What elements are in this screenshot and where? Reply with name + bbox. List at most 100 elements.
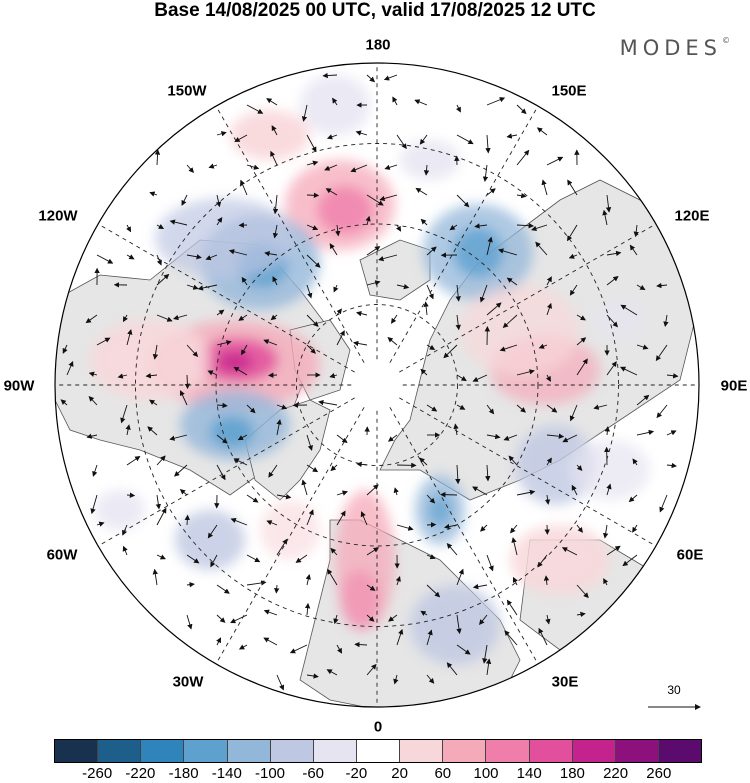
wind-vector xyxy=(606,314,618,328)
meridian-line xyxy=(399,397,657,547)
wind-vector xyxy=(156,507,167,526)
wind-vector xyxy=(126,329,133,346)
meridian-line xyxy=(389,105,539,363)
wind-vector xyxy=(482,644,488,664)
wind-vector xyxy=(543,575,550,586)
colorbar-tick-label: -20 xyxy=(345,765,368,782)
colorbar-tick-label: -140 xyxy=(211,765,242,782)
colorbar-swatch xyxy=(486,740,530,762)
wind-vector xyxy=(395,575,401,586)
anomaly-contour xyxy=(410,585,500,665)
wind-vector xyxy=(268,464,278,478)
wind-vector xyxy=(622,554,638,567)
wind-vector xyxy=(420,368,428,376)
wind-vector xyxy=(567,179,578,196)
wind-vector xyxy=(353,340,368,347)
wind-vector xyxy=(516,149,530,166)
anomaly-contour xyxy=(400,140,460,180)
wind-vector xyxy=(562,434,578,443)
wind-vector xyxy=(295,554,308,563)
wind-vector xyxy=(593,404,608,410)
wind-vector xyxy=(506,599,518,616)
wind-vector xyxy=(516,222,534,229)
colorbar-tick-label: 60 xyxy=(434,765,452,782)
colorbar-tick-label: 140 xyxy=(516,765,542,782)
latitude-circle xyxy=(296,304,458,466)
wind-vector xyxy=(479,614,488,626)
wind-vector xyxy=(306,314,319,327)
wind-vector xyxy=(604,426,611,436)
wind-vector xyxy=(126,492,136,498)
wind-vector xyxy=(538,627,548,646)
wind-vector xyxy=(663,314,669,327)
wind-vector xyxy=(117,373,128,379)
wind-vector xyxy=(423,164,430,176)
wind-vector xyxy=(531,224,548,232)
wind-vector xyxy=(420,610,428,616)
wind-vector xyxy=(516,369,535,376)
colorbar-swatch xyxy=(313,740,357,762)
wind-vector xyxy=(216,216,223,226)
meridian-line xyxy=(215,105,365,363)
wind-vector xyxy=(636,394,650,406)
wind-vector xyxy=(336,510,346,526)
wind-vector xyxy=(449,224,458,231)
wind-vector xyxy=(456,614,462,635)
wind-vector xyxy=(666,373,679,379)
wind-vector xyxy=(215,194,222,208)
wind-vector xyxy=(86,433,98,439)
wind-vector xyxy=(335,224,341,237)
wind-vector xyxy=(216,584,230,594)
wind-vector xyxy=(336,330,345,346)
wind-vector xyxy=(456,194,470,208)
wind-vector xyxy=(333,614,339,625)
wind-vector xyxy=(366,547,380,556)
wind-vector xyxy=(390,314,398,324)
meridian-line xyxy=(97,223,355,373)
wind-vector xyxy=(186,581,195,588)
wind-vector xyxy=(60,399,68,406)
wind-vector xyxy=(234,134,248,143)
brand-mark: © xyxy=(722,36,730,45)
wind-vector xyxy=(392,96,398,106)
wind-vector xyxy=(486,433,501,440)
wind-vector xyxy=(506,133,518,139)
wind-vector xyxy=(360,511,368,526)
wind-vector xyxy=(271,125,278,136)
wind-vector xyxy=(443,344,458,359)
wind-vector xyxy=(419,134,428,145)
wind-vector xyxy=(602,209,608,226)
wind-vector xyxy=(329,373,338,379)
colorbar-swatch xyxy=(141,740,185,762)
wind-vector xyxy=(629,244,638,256)
wind-vector xyxy=(576,524,583,533)
wind-vector xyxy=(576,611,586,618)
wind-vector xyxy=(366,246,381,256)
wind-vector xyxy=(472,374,488,382)
wind-vector xyxy=(393,487,399,496)
wind-vector xyxy=(387,337,398,346)
wind-vector xyxy=(414,99,428,106)
wind-vector xyxy=(656,404,668,419)
wind-vector xyxy=(485,658,492,676)
colorbar-swatch xyxy=(400,740,444,762)
wind-vector xyxy=(181,194,188,206)
wind-vector xyxy=(606,545,621,556)
wind-vector xyxy=(270,150,278,166)
wind-vector xyxy=(306,254,321,268)
chart-title: Base 14/08/2025 00 UTC, valid 17/08/2025… xyxy=(154,0,596,21)
wind-vector xyxy=(544,494,551,505)
wind-vector xyxy=(266,98,278,106)
wind-vector xyxy=(606,250,622,257)
wind-vector xyxy=(499,344,518,352)
wind-vector xyxy=(332,97,338,106)
wind-vector xyxy=(88,395,98,406)
colorbar-swatch xyxy=(658,740,702,762)
wind-vector xyxy=(96,337,111,346)
wind-vector xyxy=(636,429,655,436)
wind-vector xyxy=(149,399,158,406)
wind-vector xyxy=(241,276,248,286)
colorbar-swatch xyxy=(184,740,228,762)
wind-vector xyxy=(426,284,434,300)
wind-vector xyxy=(322,72,338,79)
